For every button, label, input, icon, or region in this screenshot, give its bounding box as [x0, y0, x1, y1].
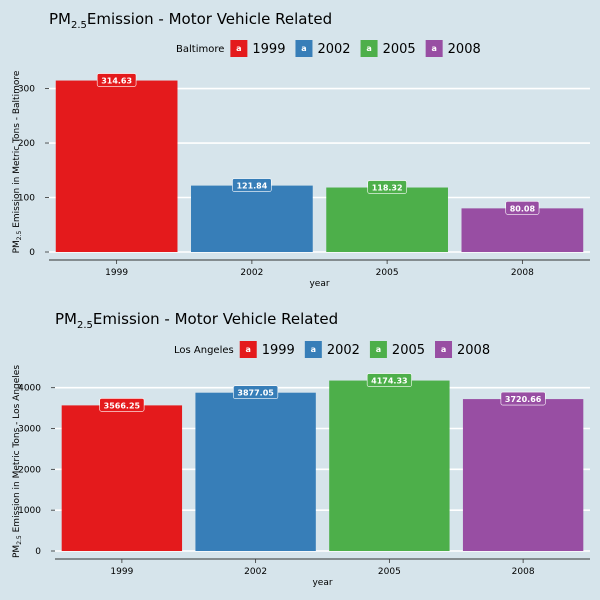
data-label-group: 80.08 [505, 201, 540, 215]
chart-panel-2: PM2.5Emission - Motor Vehicle Related Los… [12, 310, 590, 588]
legend-label: 2002 [317, 42, 350, 57]
x-tick-label: 2002 [244, 567, 267, 577]
legend-key [230, 40, 248, 57]
legend-title: Los Angeles [174, 345, 234, 356]
legend-key [239, 341, 257, 358]
bar-1999 [61, 405, 183, 551]
legend-item: a 2005 [369, 341, 425, 358]
y-axis-label: PM2.5 Emission in Metric Tons - Los Ange… [12, 365, 23, 558]
legend-key-glyph: a [311, 345, 316, 354]
data-label-bg [99, 398, 145, 412]
bar-2002 [191, 185, 313, 252]
y-tick-label: 0 [29, 248, 35, 258]
legend-label: 1999 [252, 42, 285, 57]
legend-item: a 1999 [230, 40, 285, 57]
x-tick-label: 2008 [512, 567, 535, 577]
legend-key-glyph: a [301, 44, 306, 53]
bars: 314.63 1999 121.84 2002 118.32 2005 80.08 2008 [55, 73, 584, 278]
legend-title: Baltimore [176, 44, 224, 55]
legend-key-glyph: a [236, 44, 241, 53]
data-label-group: 314.63 [96, 73, 137, 87]
data-label: 3720.66 [505, 395, 542, 404]
x-tick-label: 2005 [378, 567, 401, 577]
x-tick-label: 1999 [110, 567, 133, 577]
x-tick-label: 2008 [511, 268, 534, 278]
legend-item: a 2002 [304, 341, 360, 358]
data-label: 118.32 [372, 184, 403, 193]
y-tick-label: 300 [18, 85, 35, 95]
data-label-group: 4174.33 [366, 373, 412, 387]
data-label-bg [366, 373, 412, 387]
data-label: 3877.05 [237, 389, 274, 398]
legend-key [295, 40, 313, 57]
data-label: 3566.25 [104, 401, 141, 410]
data-label-bg [505, 201, 540, 215]
x-tick-label: 1999 [105, 268, 128, 278]
data-label: 4174.33 [371, 377, 407, 386]
x-axis-label: year [309, 279, 329, 289]
chart-title: PM2.5Emission - Motor Vehicle Related [55, 310, 338, 331]
legend: Baltimore a 1999 a 2002 a 2005 a 2008 [176, 40, 481, 57]
legend-key [369, 341, 387, 358]
legend-label: 2005 [392, 343, 425, 358]
bar-2005 [329, 380, 450, 551]
data-label-bg [367, 180, 407, 194]
bar-2005 [326, 187, 448, 252]
legend-item: a 2002 [295, 40, 351, 57]
y-tick-label: 3000 [18, 425, 41, 435]
data-label-bg [232, 178, 272, 192]
legend-key-glyph: a [246, 345, 251, 354]
x-tick-label: 2002 [240, 268, 263, 278]
y-tick-label: 1000 [18, 506, 41, 516]
data-label-bg [500, 391, 546, 406]
data-label-group: 121.84 [232, 178, 272, 192]
bar-2008 [461, 208, 584, 252]
data-label-group: 3877.05 [233, 385, 279, 400]
legend-key-glyph: a [376, 345, 381, 354]
data-label: 121.84 [236, 182, 267, 191]
legend-item: a 2005 [360, 40, 416, 57]
legend-label: 2008 [457, 343, 490, 358]
legend-label: 2005 [383, 42, 416, 57]
legend-key-glyph: a [366, 44, 371, 53]
legend-label: 2002 [327, 343, 360, 358]
data-label-bg [233, 385, 279, 400]
data-label-group: 3566.25 [99, 398, 145, 412]
legend-label: 1999 [262, 343, 295, 358]
legend-label: 2008 [448, 42, 481, 57]
data-label: 80.08 [510, 204, 536, 213]
y-tick-label: 200 [18, 139, 35, 149]
legend-key [360, 40, 378, 57]
y-tick-label: 100 [18, 194, 35, 204]
legend-key [304, 341, 322, 358]
legend-key [435, 341, 453, 358]
legend: Los Angeles a 1999 a 2002 a 2005 a 2008 [174, 341, 490, 358]
bar-1999 [55, 80, 178, 253]
y-tick-label: 4000 [18, 384, 41, 394]
bar-2002 [195, 392, 316, 551]
legend-key [425, 40, 443, 57]
y-tick-label: 2000 [18, 465, 41, 475]
y-axis-label: PM2.5 Emission in Metric Tons - Baltimor… [12, 70, 23, 253]
bar-2008 [462, 399, 584, 551]
data-label: 314.63 [101, 77, 132, 86]
legend-key-glyph: a [431, 44, 436, 53]
x-axis-label: year [312, 578, 332, 588]
data-label-group: 3720.66 [500, 391, 546, 406]
legend-key-glyph: a [441, 345, 446, 354]
chart-panel-1: PM2.5Emission - Motor Vehicle Related Bal… [12, 10, 590, 289]
legend-item: a 1999 [239, 341, 295, 358]
chart-title: PM2.5Emission - Motor Vehicle Related [49, 10, 332, 31]
bars: 3566.25 1999 3877.05 2002 4174.33 2005 3720.66… [61, 373, 584, 577]
x-tick-label: 2005 [376, 268, 399, 278]
data-label-group: 118.32 [367, 180, 407, 194]
y-tick-label: 0 [35, 547, 41, 557]
data-label-bg [96, 73, 137, 87]
legend-item: a 2008 [435, 341, 490, 358]
legend-item: a 2008 [425, 40, 481, 57]
